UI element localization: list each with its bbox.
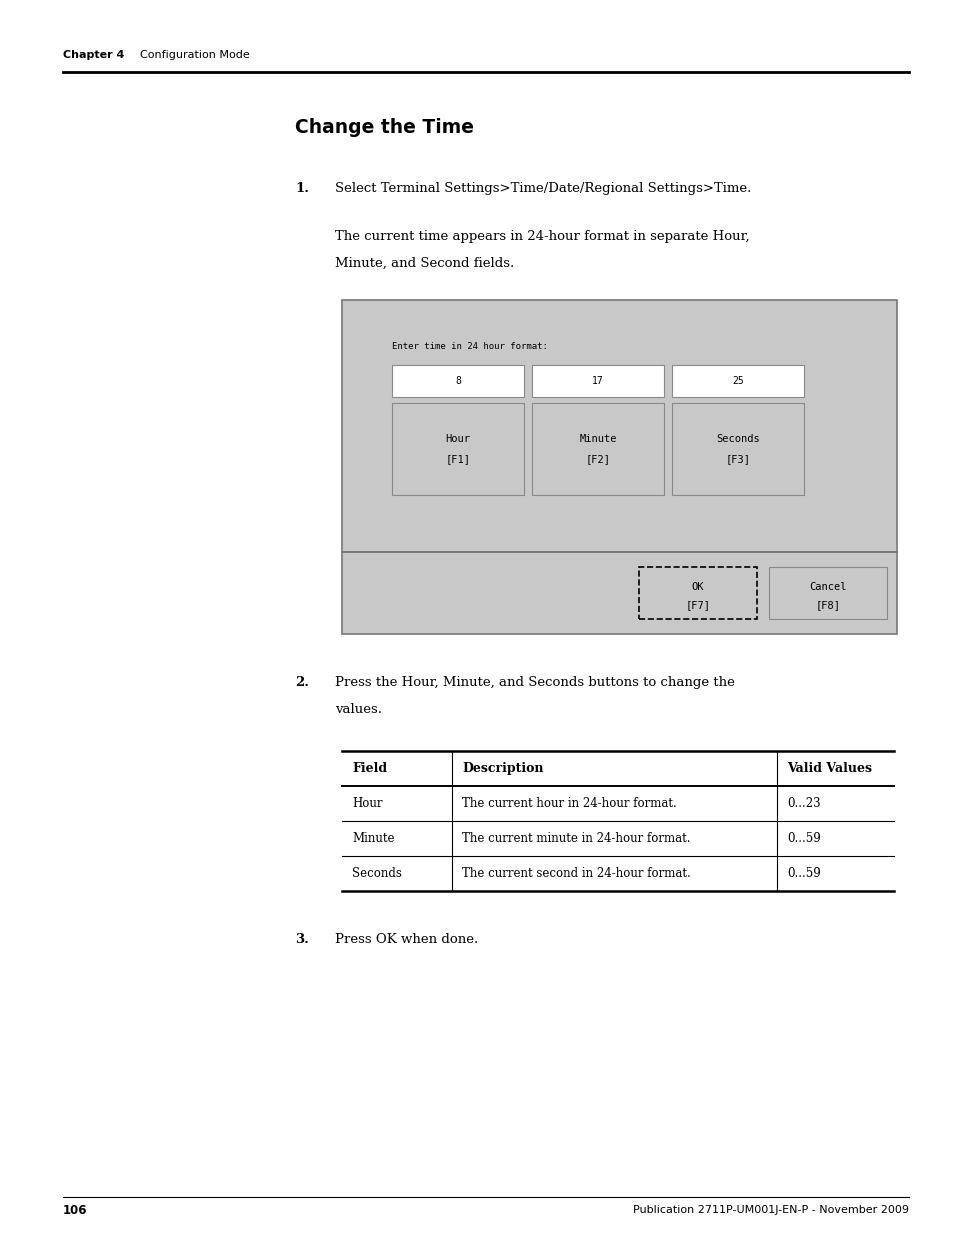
- Text: Change the Time: Change the Time: [294, 119, 474, 137]
- Text: 17: 17: [592, 375, 603, 387]
- Text: Minute: Minute: [352, 832, 395, 845]
- Text: Press the Hour, Minute, and Seconds buttons to change the: Press the Hour, Minute, and Seconds butt…: [335, 676, 734, 689]
- Text: Chapter 4: Chapter 4: [63, 49, 124, 61]
- Text: [F8]: [F8]: [815, 600, 840, 610]
- Text: 0...23: 0...23: [786, 797, 820, 810]
- Text: Seconds: Seconds: [352, 867, 401, 881]
- Text: Description: Description: [461, 762, 543, 776]
- FancyBboxPatch shape: [671, 403, 803, 495]
- Text: [F3]: [F3]: [724, 454, 750, 464]
- FancyBboxPatch shape: [532, 366, 663, 396]
- Text: 106: 106: [63, 1203, 88, 1216]
- Text: [F7]: [F7]: [685, 600, 710, 610]
- FancyBboxPatch shape: [768, 567, 886, 619]
- Text: Configuration Mode: Configuration Mode: [140, 49, 250, 61]
- Text: 2.: 2.: [294, 676, 309, 689]
- Text: 0...59: 0...59: [786, 867, 820, 881]
- Text: 1.: 1.: [294, 182, 309, 195]
- Text: 25: 25: [731, 375, 743, 387]
- Text: Field: Field: [352, 762, 387, 776]
- Text: 3.: 3.: [294, 932, 309, 946]
- FancyBboxPatch shape: [341, 300, 896, 552]
- Text: Valid Values: Valid Values: [786, 762, 871, 776]
- Text: Select Terminal Settings>Time/Date/Regional Settings>Time.: Select Terminal Settings>Time/Date/Regio…: [335, 182, 751, 195]
- Text: The current minute in 24-hour format.: The current minute in 24-hour format.: [461, 832, 690, 845]
- Text: Minute, and Second fields.: Minute, and Second fields.: [335, 257, 514, 270]
- Text: The current time appears in 24-hour format in separate Hour,: The current time appears in 24-hour form…: [335, 230, 749, 243]
- Text: Seconds: Seconds: [716, 433, 760, 445]
- Text: Hour: Hour: [352, 797, 382, 810]
- Text: The current hour in 24-hour format.: The current hour in 24-hour format.: [461, 797, 676, 810]
- Text: Publication 2711P-UM001J-EN-P - November 2009: Publication 2711P-UM001J-EN-P - November…: [633, 1205, 908, 1215]
- Text: The current second in 24-hour format.: The current second in 24-hour format.: [461, 867, 690, 881]
- FancyBboxPatch shape: [341, 552, 896, 634]
- Text: Hour: Hour: [445, 433, 470, 445]
- FancyBboxPatch shape: [532, 403, 663, 495]
- FancyBboxPatch shape: [392, 366, 523, 396]
- Text: Enter time in 24 hour format:: Enter time in 24 hour format:: [392, 342, 547, 351]
- FancyBboxPatch shape: [392, 403, 523, 495]
- Text: values.: values.: [335, 703, 381, 716]
- FancyBboxPatch shape: [671, 366, 803, 396]
- Text: Minute: Minute: [578, 433, 616, 445]
- Text: 8: 8: [455, 375, 460, 387]
- Text: 0...59: 0...59: [786, 832, 820, 845]
- Text: [F2]: [F2]: [585, 454, 610, 464]
- FancyBboxPatch shape: [639, 567, 757, 619]
- Text: Cancel: Cancel: [808, 582, 846, 592]
- Text: [F1]: [F1]: [445, 454, 470, 464]
- Text: OK: OK: [691, 582, 703, 592]
- Text: Press OK when done.: Press OK when done.: [335, 932, 477, 946]
